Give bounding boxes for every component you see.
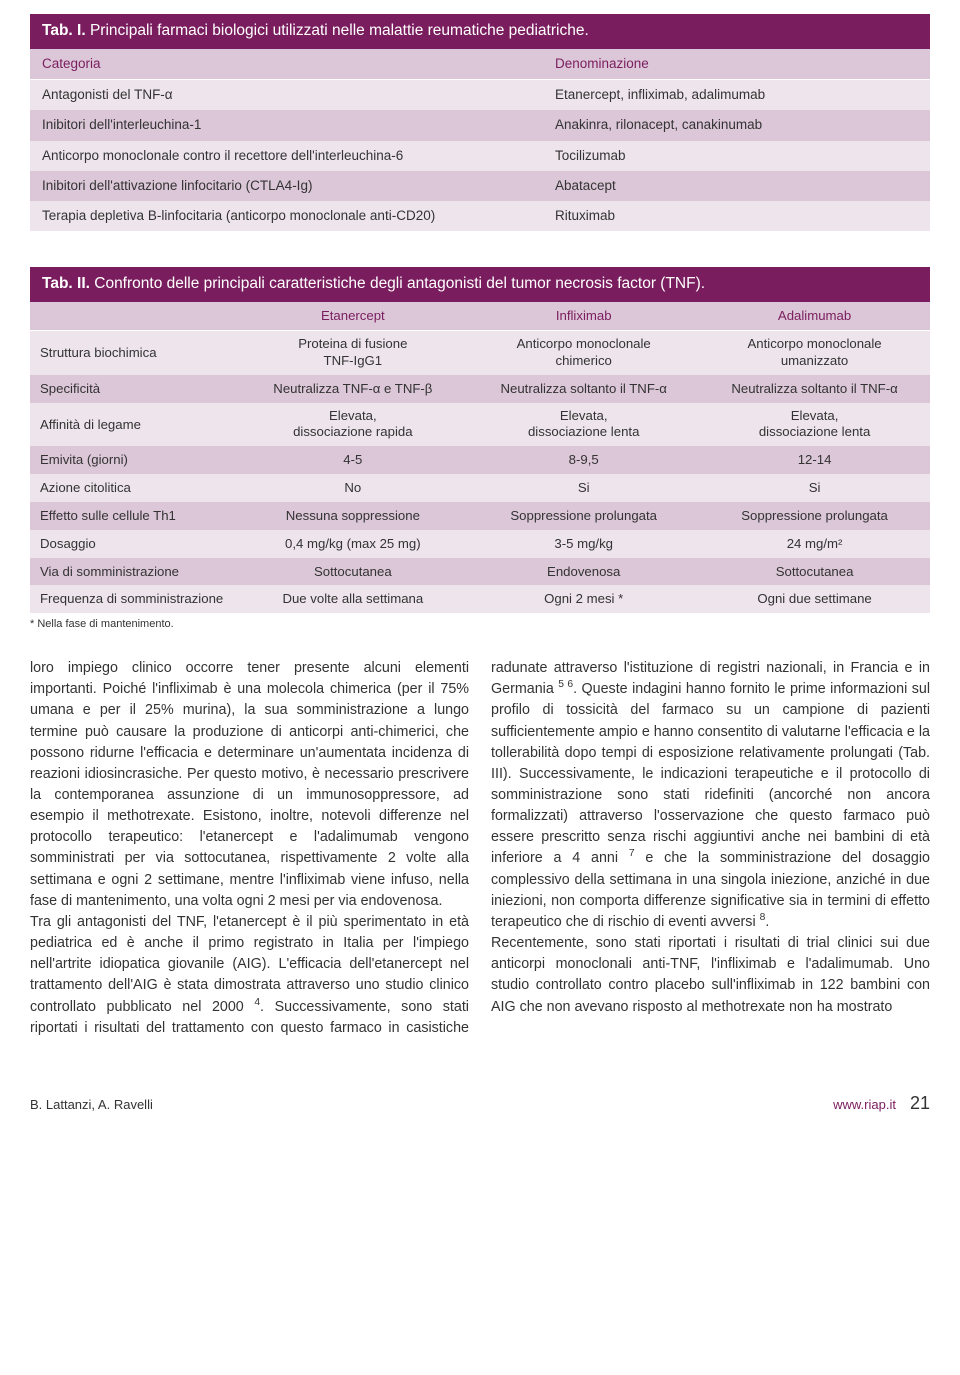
table-row: Effetto sulle cellule Th1Nessuna soppres… <box>30 502 930 530</box>
table-cell: Elevata,dissociazione rapida <box>237 403 468 447</box>
table-cell: 24 mg/m² <box>699 530 930 558</box>
table-row: Struttura biochimicaProteina di fusioneT… <box>30 330 930 374</box>
table-cell: Proteina di fusioneTNF-IgG1 <box>237 330 468 374</box>
table-cell: Antagonisti del TNF-α <box>30 80 543 111</box>
table-cell: 12-14 <box>699 446 930 474</box>
table-cell: Si <box>468 474 699 502</box>
table-cell: No <box>237 474 468 502</box>
table1-prefix: Tab. I. <box>42 22 90 39</box>
table-cell: Etanercept, infliximab, adalimumab <box>543 80 930 111</box>
table-cell: Affinità di legame <box>30 403 237 447</box>
table-row: Affinità di legameElevata,dissociazione … <box>30 403 930 447</box>
page-footer: B. Lattanzi, A. Ravelli www.riap.it 21 <box>30 1091 930 1115</box>
table-cell: Dosaggio <box>30 530 237 558</box>
table-cell: Abatacept <box>543 171 930 201</box>
table-cell: Endovenosa <box>468 558 699 586</box>
table-cell: Elevata,dissociazione lenta <box>699 403 930 447</box>
table-cell: Tocilizumab <box>543 141 930 171</box>
table-row: Via di somministrazioneSottocutaneaEndov… <box>30 558 930 586</box>
table1-body: Antagonisti del TNF-αEtanercept, inflixi… <box>30 80 930 232</box>
table-cell: Frequenza di somministrazione <box>30 585 237 613</box>
table2-title-bar: Tab. II. Confronto delle principali cara… <box>30 267 930 302</box>
table-cell: Anticorpo monoclonaleumanizzato <box>699 330 930 374</box>
table-cell: Terapia depletiva B-linfocitaria (antico… <box>30 201 543 231</box>
table-cell: 4-5 <box>237 446 468 474</box>
table1-header-denomination: Denominazione <box>543 49 930 80</box>
table-cell: Neutralizza TNF-α e TNF-β <box>237 375 468 403</box>
footer-authors: B. Lattanzi, A. Ravelli <box>30 1096 153 1114</box>
table-cell: Azione citolitica <box>30 474 237 502</box>
table-cell: Anticorpo monoclonale contro il recettor… <box>30 141 543 171</box>
table-row: Frequenza di somministrazioneDue volte a… <box>30 585 930 613</box>
table-cell: Emivita (giorni) <box>30 446 237 474</box>
table-row: Inibitori dell'attivazione linfocitario … <box>30 171 930 201</box>
table-cell: Effetto sulle cellule Th1 <box>30 502 237 530</box>
table-cell: Soppressione prolungata <box>699 502 930 530</box>
table-row: SpecificitàNeutralizza TNF-α e TNF-βNeut… <box>30 375 930 403</box>
table-cell: Ogni 2 mesi * <box>468 585 699 613</box>
table-cell: 3-5 mg/kg <box>468 530 699 558</box>
table-row: Azione citoliticaNoSiSi <box>30 474 930 502</box>
table2-header-adalimumab: Adalimumab <box>699 302 930 330</box>
table-cell: 8-9,5 <box>468 446 699 474</box>
table2-header-etanercept: Etanercept <box>237 302 468 330</box>
footer-page-number: 21 <box>910 1091 930 1115</box>
table-cell: Via di somministrazione <box>30 558 237 586</box>
table-row: Inibitori dell'interleuchina-1Anakinra, … <box>30 110 930 140</box>
table2-prefix: Tab. II. <box>42 275 94 292</box>
table-cell: Struttura biochimica <box>30 330 237 374</box>
table1-title-text: Principali farmaci biologici utilizzati … <box>90 22 589 39</box>
table2: Etanercept Infliximab Adalimumab Struttu… <box>30 302 930 613</box>
table2-title-text: Confronto delle principali caratteristic… <box>94 275 705 292</box>
footer-url: www.riap.it <box>833 1096 896 1114</box>
table-cell: Soppressione prolungata <box>468 502 699 530</box>
table2-footnote: * Nella fase di mantenimento. <box>30 617 930 632</box>
table-row: Dosaggio0,4 mg/kg (max 25 mg)3-5 mg/kg24… <box>30 530 930 558</box>
table2-body: Struttura biochimicaProteina di fusioneT… <box>30 330 930 613</box>
table-cell: Inibitori dell'interleuchina-1 <box>30 110 543 140</box>
table1-header-category: Categoria <box>30 49 543 80</box>
article-body: loro impiego clinico occorre tener prese… <box>30 658 930 1039</box>
table-row: Emivita (giorni)4-58-9,512-14 <box>30 446 930 474</box>
table-cell: Anakinra, rilonacept, canakinumab <box>543 110 930 140</box>
table2-header-infliximab: Infliximab <box>468 302 699 330</box>
table-cell: Ogni due settimane <box>699 585 930 613</box>
table-cell: Specificità <box>30 375 237 403</box>
table-row: Terapia depletiva B-linfocitaria (antico… <box>30 201 930 231</box>
table-cell: Neutralizza soltanto il TNF-α <box>468 375 699 403</box>
table-cell: Rituximab <box>543 201 930 231</box>
table-cell: Anticorpo monoclonalechimerico <box>468 330 699 374</box>
table-cell: Inibitori dell'attivazione linfocitario … <box>30 171 543 201</box>
table-row: Anticorpo monoclonale contro il recettor… <box>30 141 930 171</box>
table-cell: Si <box>699 474 930 502</box>
table1: Categoria Denominazione Antagonisti del … <box>30 49 930 231</box>
body-paragraph-1: loro impiego clinico occorre tener prese… <box>30 658 469 912</box>
table2-header-blank <box>30 302 237 330</box>
table-row: Antagonisti del TNF-αEtanercept, inflixi… <box>30 80 930 111</box>
table-cell: Neutralizza soltanto il TNF-α <box>699 375 930 403</box>
table-cell: Nessuna soppressione <box>237 502 468 530</box>
table-cell: Due volte alla settimana <box>237 585 468 613</box>
table-cell: Sottocutanea <box>699 558 930 586</box>
table-cell: 0,4 mg/kg (max 25 mg) <box>237 530 468 558</box>
table-cell: Sottocutanea <box>237 558 468 586</box>
table1-title-bar: Tab. I. Principali farmaci biologici uti… <box>30 14 930 49</box>
body-paragraph-3: Recentemente, sono stati riportati i ris… <box>491 933 930 1018</box>
table-cell: Elevata,dissociazione lenta <box>468 403 699 447</box>
